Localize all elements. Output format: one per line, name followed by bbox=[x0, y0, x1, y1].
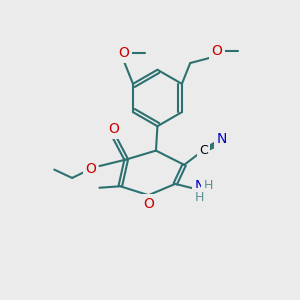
Text: O: O bbox=[144, 196, 154, 211]
Text: C: C bbox=[199, 144, 208, 157]
Text: N: N bbox=[194, 179, 205, 193]
Text: O: O bbox=[118, 46, 130, 60]
Text: N: N bbox=[216, 132, 226, 146]
Text: O: O bbox=[108, 122, 119, 136]
Text: O: O bbox=[85, 162, 96, 176]
Text: H: H bbox=[195, 191, 204, 204]
Text: O: O bbox=[212, 44, 222, 58]
Text: H: H bbox=[203, 179, 213, 193]
